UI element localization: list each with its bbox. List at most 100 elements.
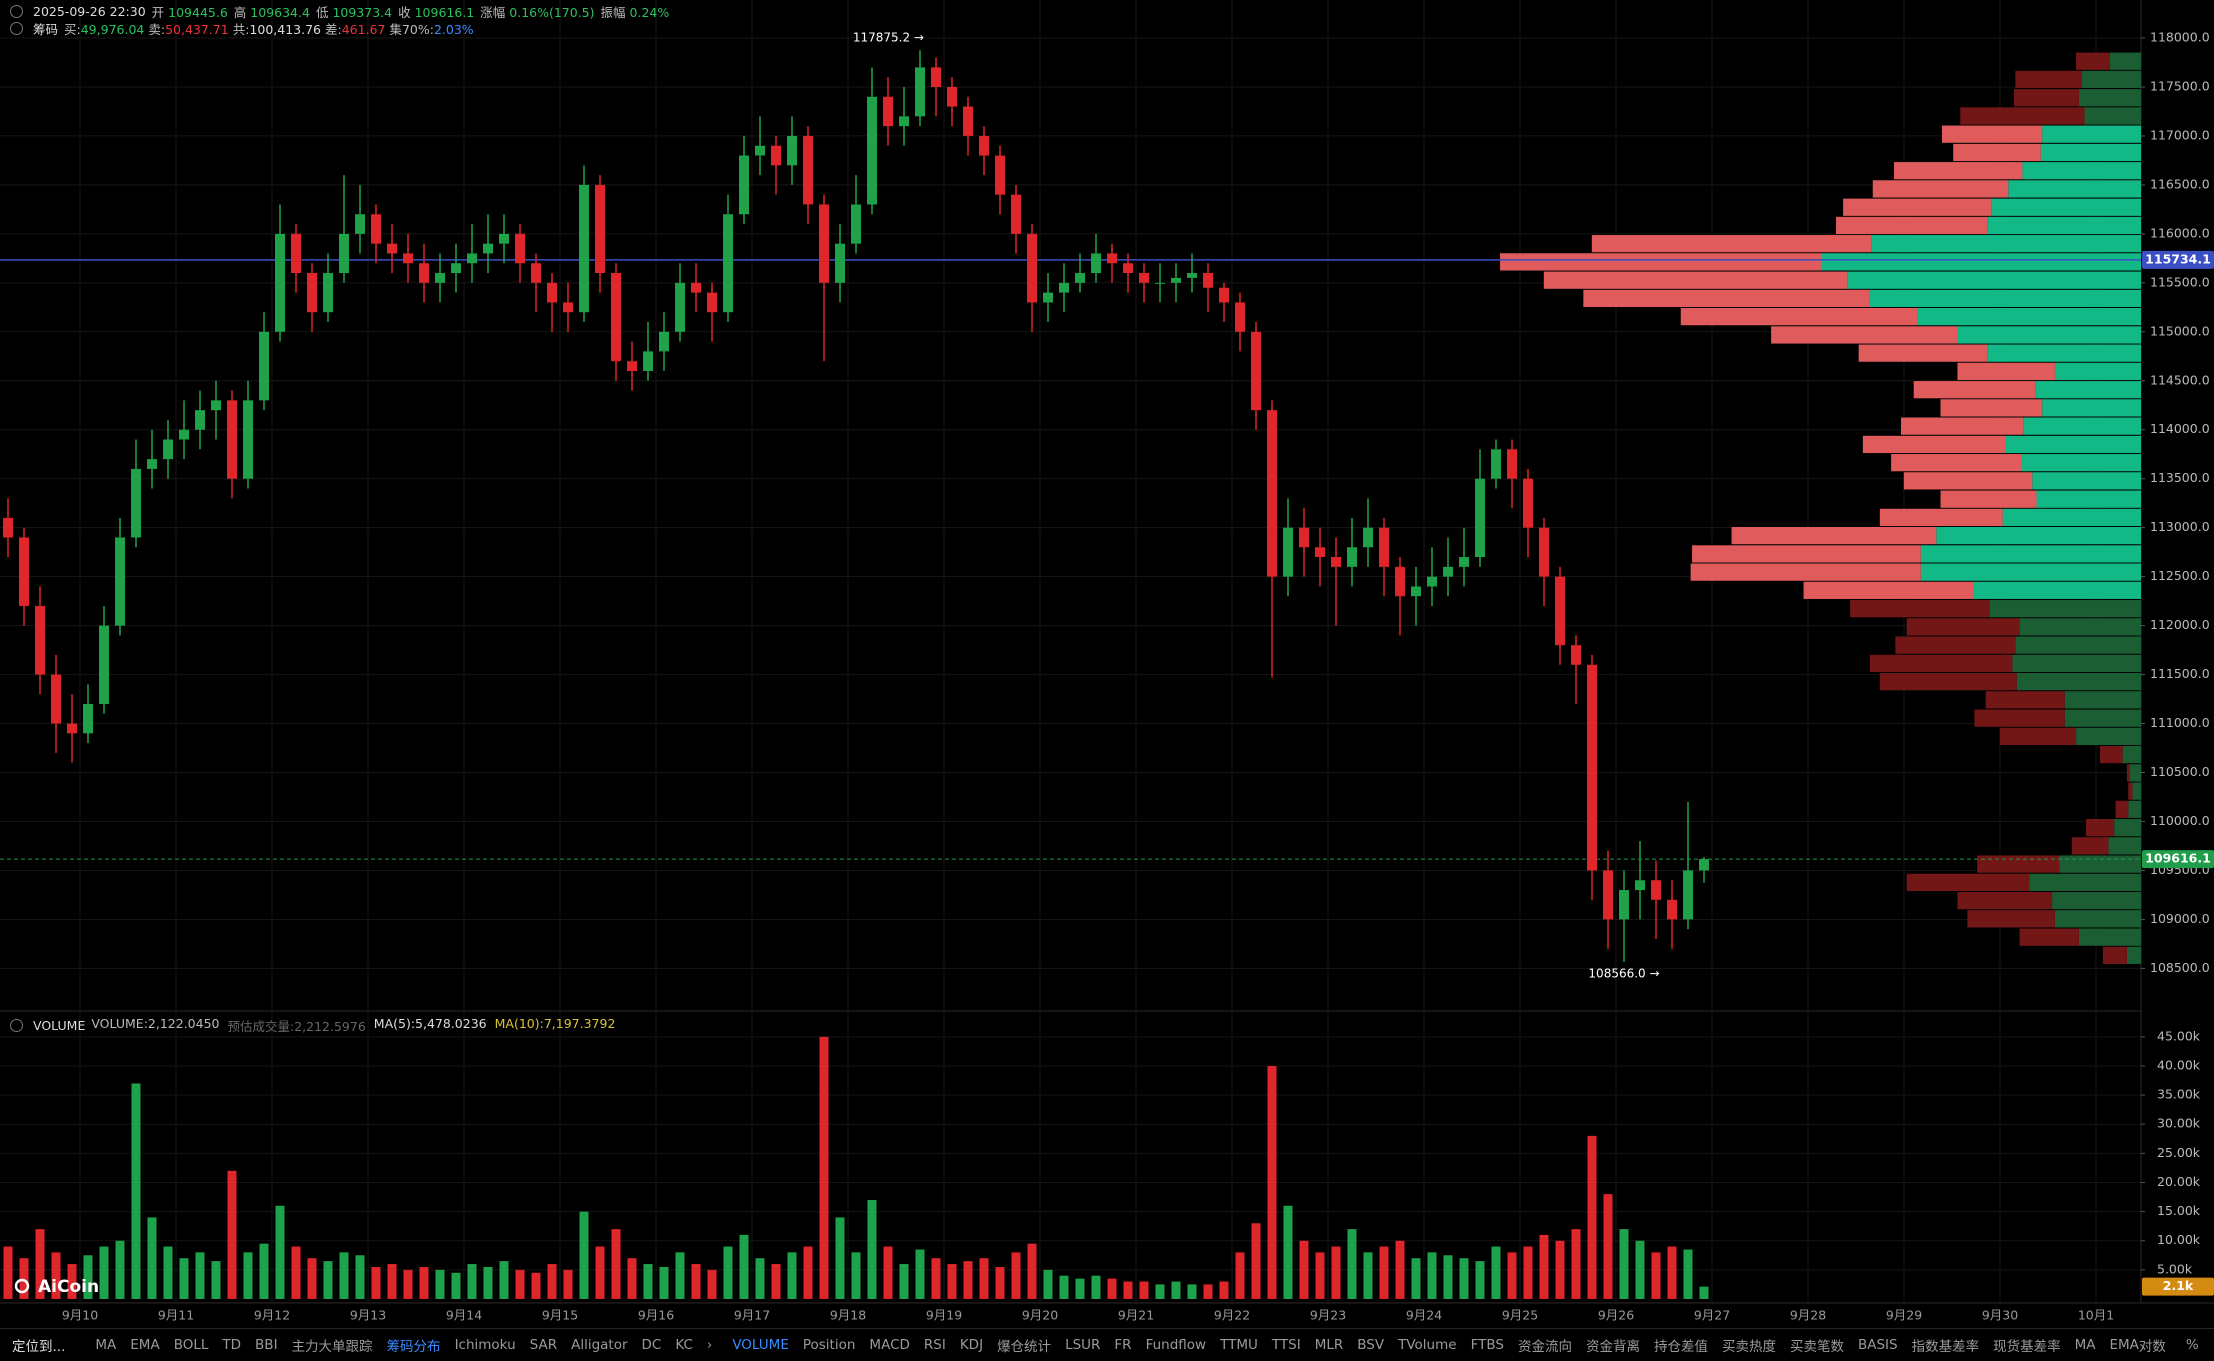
indicator[interactable]: RSI [923, 1337, 946, 1353]
volume-bar [115, 1240, 125, 1299]
indicator[interactable]: TVolume [1398, 1337, 1457, 1353]
x-tick-label: 9月29 [1886, 1308, 1922, 1323]
volume-bar [1347, 1229, 1357, 1299]
indicator[interactable]: Fundflow [1145, 1337, 1207, 1353]
volume-bar [211, 1261, 221, 1299]
profile-buy [2122, 745, 2141, 764]
candle-body [835, 243, 845, 283]
y-tick-label: 40.00k [2157, 1057, 2201, 1072]
indicator[interactable]: EMA [130, 1337, 160, 1353]
indicator[interactable]: › [706, 1337, 713, 1353]
y-tick-label: 5.00k [2157, 1261, 2193, 1276]
profile-buy [2005, 435, 2141, 454]
indicator[interactable]: MA [2074, 1337, 2096, 1353]
indicator[interactable]: 筹码分布 [386, 1339, 441, 1355]
candle-body [499, 233, 509, 244]
candle-body [787, 135, 797, 166]
field-label: 高 [233, 5, 247, 20]
indicator[interactable]: Position [802, 1337, 856, 1353]
profile-buy [2114, 819, 2141, 837]
indicator[interactable]: 资金流向 [1517, 1339, 1572, 1355]
indicator[interactable]: 爆仓统计 [997, 1339, 1052, 1355]
indicator[interactable]: VOLUME [732, 1337, 789, 1353]
volume-bar [1219, 1281, 1229, 1299]
candle-body [1635, 880, 1645, 891]
indicator[interactable]: 现货基差率 [1993, 1339, 2061, 1355]
candle-body [1539, 527, 1549, 577]
volume-bar [995, 1266, 1005, 1299]
price-tag-label: 115734.1 [2145, 251, 2211, 266]
volume-bar [451, 1272, 461, 1299]
field-value: 7,197.3792 [543, 1016, 616, 1031]
indicator[interactable]: TTSI [1271, 1337, 1301, 1353]
volume-bar [1251, 1223, 1261, 1299]
candle-body [755, 145, 765, 156]
volume-bar [1107, 1278, 1117, 1299]
indicator[interactable]: MLR [1314, 1337, 1344, 1353]
indicator[interactable]: 指数基差率 [1911, 1339, 1980, 1355]
candle-body [1379, 527, 1389, 567]
candle-body [1187, 273, 1197, 278]
indicator[interactable]: BBI [255, 1337, 278, 1353]
profile-sell [1771, 326, 1958, 344]
indicator[interactable]: LSUR [1065, 1337, 1101, 1353]
candle-body [579, 184, 589, 313]
indicator[interactable]: SAR [529, 1337, 558, 1353]
profile-sell [1974, 709, 2065, 727]
field: 收 109616.1 [398, 2, 474, 21]
field: VOLUME:2,122.0450 [91, 1016, 219, 1035]
option[interactable]: % [2185, 1337, 2199, 1353]
candle-body [1267, 410, 1277, 577]
volume-bar [323, 1261, 333, 1299]
indicator[interactable]: FTBS [1470, 1337, 1504, 1353]
profile-sell [2100, 745, 2123, 764]
field-label: 收 [398, 5, 411, 20]
candle-body [163, 439, 173, 460]
profile-buy [2059, 855, 2141, 873]
locate-button[interactable]: 定位到... [12, 1339, 66, 1355]
candle-body [819, 204, 829, 283]
indicator[interactable]: KDJ [959, 1337, 984, 1353]
profile-sell [2019, 928, 2079, 946]
indicator[interactable]: 买卖笔数 [1789, 1339, 1844, 1355]
profile-buy [2052, 891, 2141, 910]
indicator[interactable]: BASIS [1857, 1337, 1898, 1353]
candle-body [1283, 527, 1293, 577]
indicator[interactable]: 主力大单跟踪 [291, 1339, 373, 1355]
candle-body [1619, 890, 1629, 920]
indicator[interactable]: 持仓差值 [1653, 1339, 1708, 1355]
profile-buy [2036, 490, 2141, 508]
indicator[interactable]: BOLL [173, 1337, 209, 1353]
indicator[interactable]: BSV [1357, 1337, 1385, 1353]
candle-body [1475, 478, 1485, 558]
volume-bar [403, 1269, 413, 1299]
candle-body [211, 400, 221, 411]
indicator[interactable]: MACD [869, 1337, 910, 1353]
volume-bar [227, 1170, 237, 1299]
volume-bar [1603, 1194, 1613, 1299]
indicator[interactable]: MA [95, 1337, 117, 1353]
option[interactable]: 对数 [2138, 1339, 2166, 1355]
profile-sell [2076, 52, 2110, 70]
indicator[interactable]: TD [222, 1337, 242, 1353]
candle-body [739, 155, 749, 215]
volume-bar [1075, 1278, 1085, 1299]
indicator[interactable]: EMA [2109, 1337, 2139, 1353]
profile-sell [1960, 107, 2085, 125]
indicator[interactable]: Ichimoku [454, 1337, 516, 1353]
indicator[interactable]: FR [1114, 1337, 1132, 1353]
y-tick-label: 117000.0 [2150, 127, 2210, 142]
indicator[interactable]: KC [675, 1337, 693, 1353]
field: 共:100,413.76 [233, 19, 321, 38]
x-tick-label: 9月11 [158, 1308, 194, 1323]
indicator[interactable]: DC [641, 1337, 662, 1353]
candle-body [1059, 282, 1069, 293]
indicator[interactable]: Alligator [571, 1337, 628, 1353]
volume-bar [259, 1243, 269, 1299]
indicator[interactable]: 资金背离 [1585, 1339, 1640, 1355]
indicator[interactable]: TTMU [1220, 1337, 1258, 1353]
field: 差:461.67 [325, 19, 385, 38]
volume-bar [1667, 1246, 1677, 1299]
field-value: 0.16%(170.5) [509, 5, 595, 20]
indicator[interactable]: 买卖热度 [1721, 1339, 1776, 1355]
